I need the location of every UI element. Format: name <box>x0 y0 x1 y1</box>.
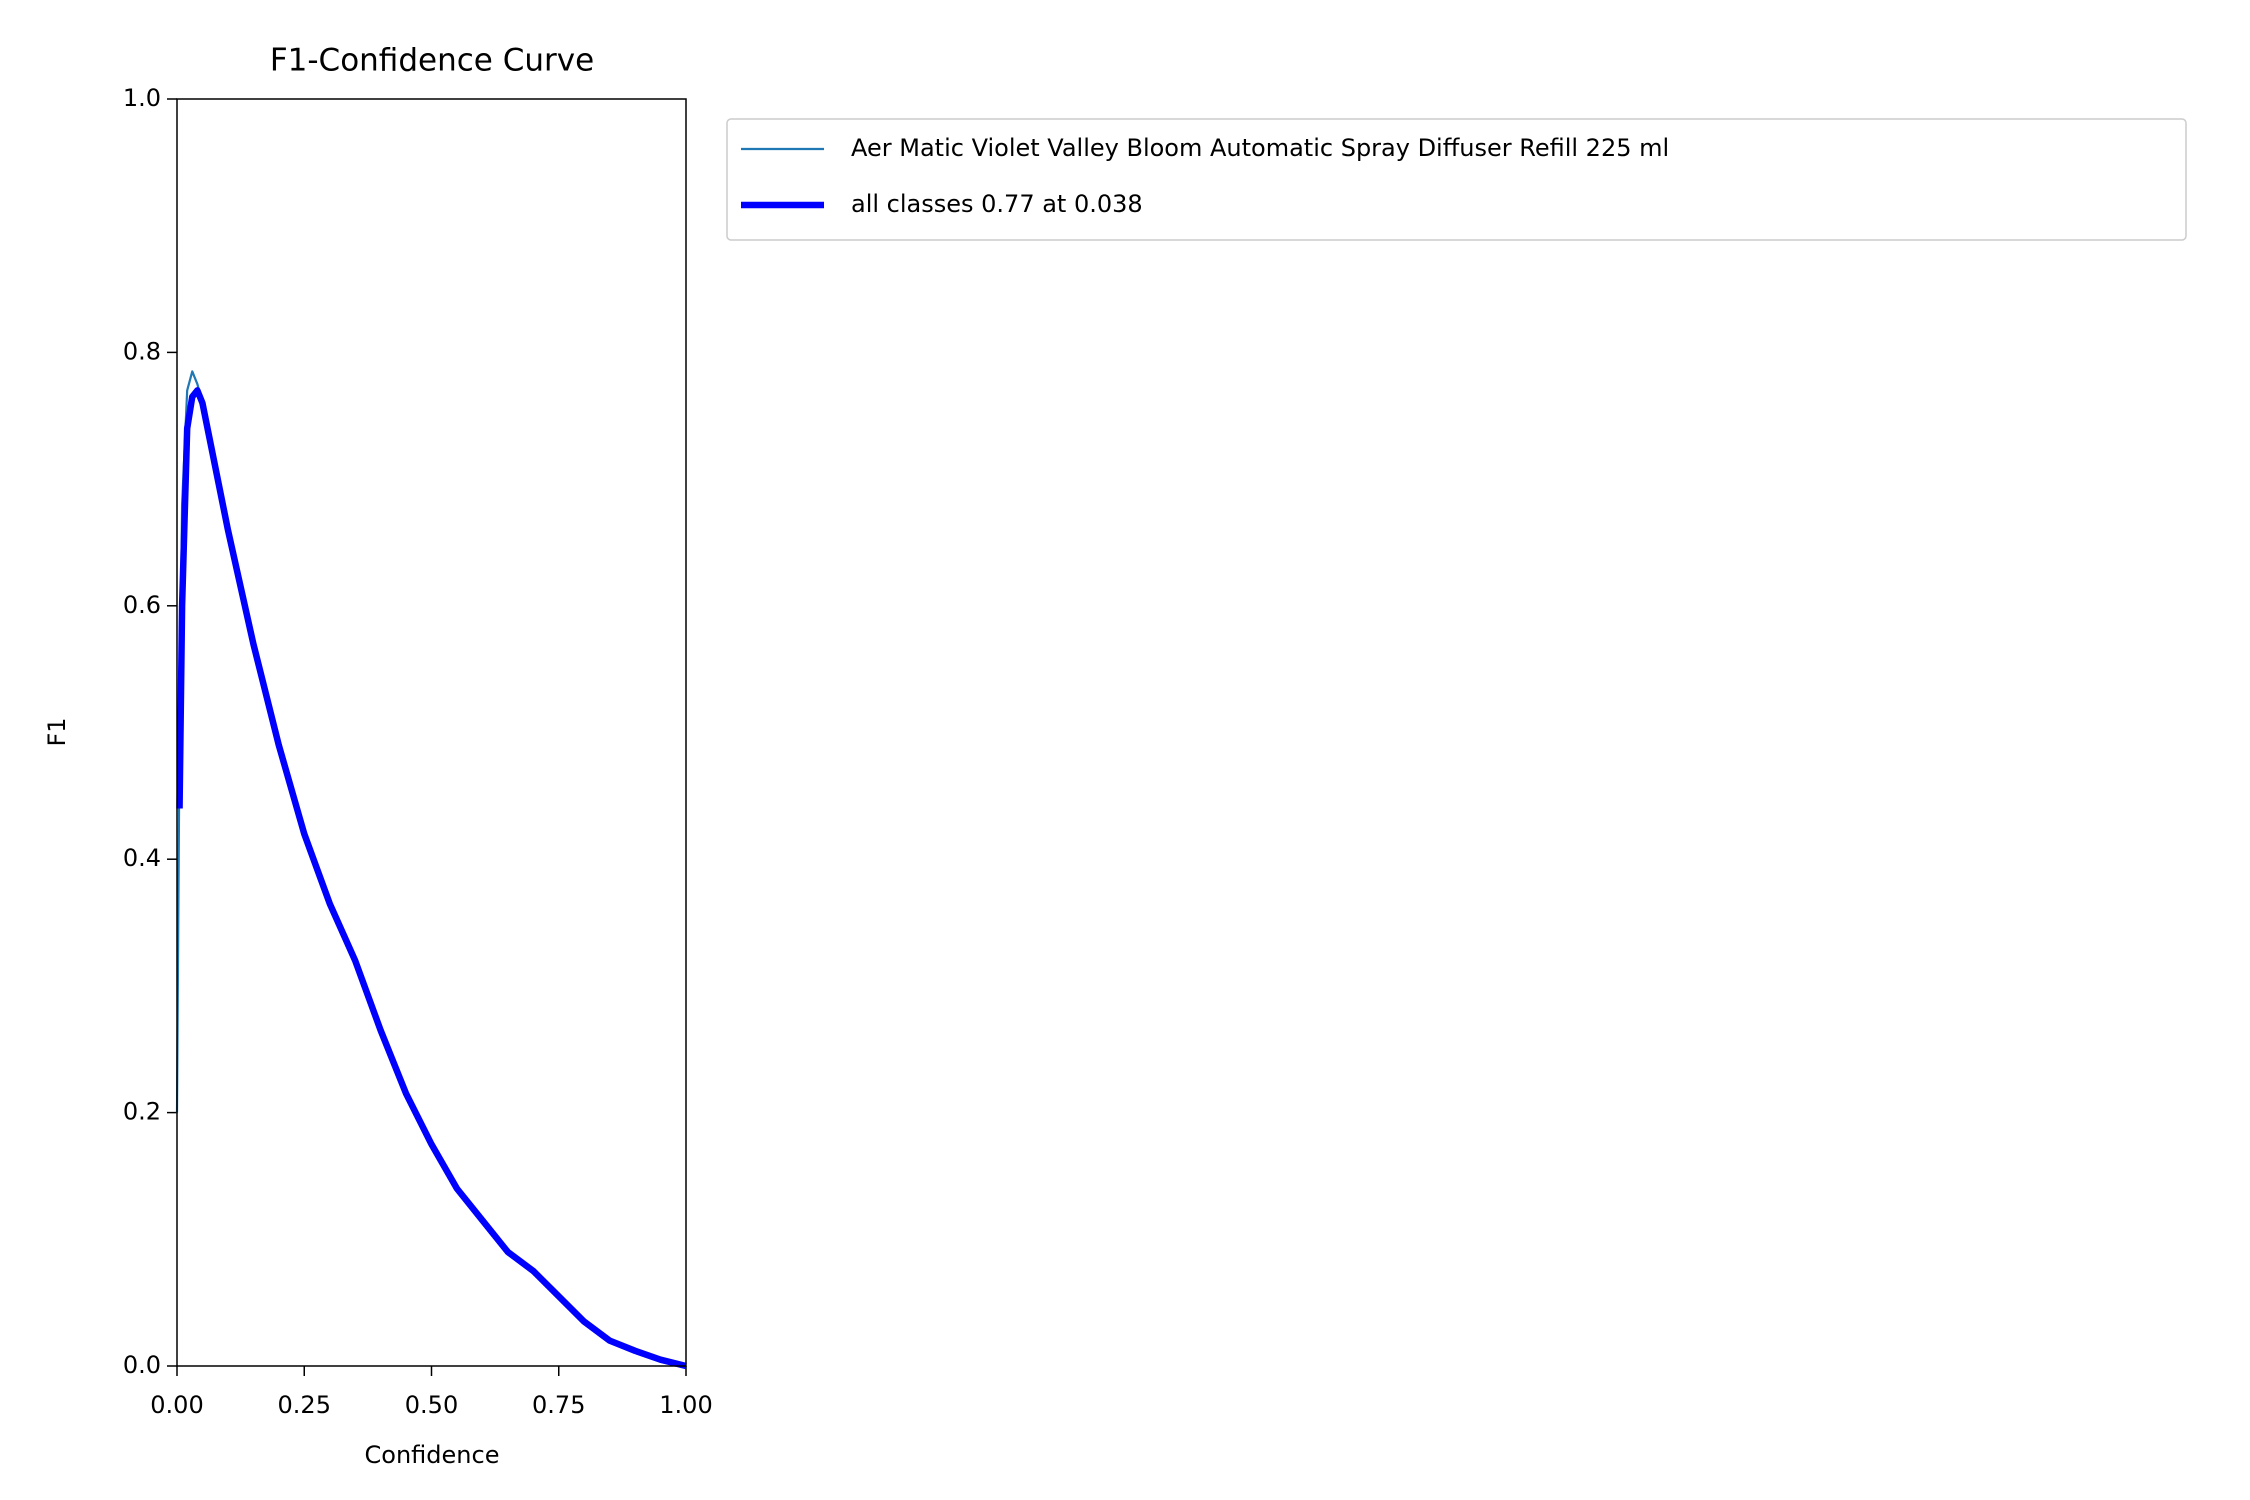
x-tick-label: 0.50 <box>405 1391 458 1419</box>
x-axis-label: Confidence <box>365 1441 500 1469</box>
y-axis-label: F1 <box>43 717 71 746</box>
x-tick-label: 0.25 <box>278 1391 331 1419</box>
legend-box <box>726 118 2187 241</box>
y-tick-label: 0.2 <box>123 1098 161 1126</box>
series-line <box>176 387 687 1370</box>
legend-label: Aer Matic Violet Valley Bloom Automatic … <box>851 134 1669 162</box>
series-line <box>175 370 687 1368</box>
y-tick-label: 0.4 <box>123 844 161 872</box>
y-tick-label: 0.8 <box>123 337 161 365</box>
chart-title: F1-Confidence Curve <box>270 43 594 79</box>
legend-label: all classes 0.77 at 0.038 <box>851 190 1143 218</box>
axes-frame <box>176 98 687 1367</box>
x-tick-label: 1.00 <box>659 1391 712 1419</box>
y-tick-label: 0.6 <box>123 591 161 619</box>
x-tick-label: 0.00 <box>150 1391 203 1419</box>
y-tick-label: 1.0 <box>123 84 161 112</box>
x-tick-label: 0.75 <box>532 1391 585 1419</box>
y-tick-label: 0.0 <box>123 1351 161 1379</box>
